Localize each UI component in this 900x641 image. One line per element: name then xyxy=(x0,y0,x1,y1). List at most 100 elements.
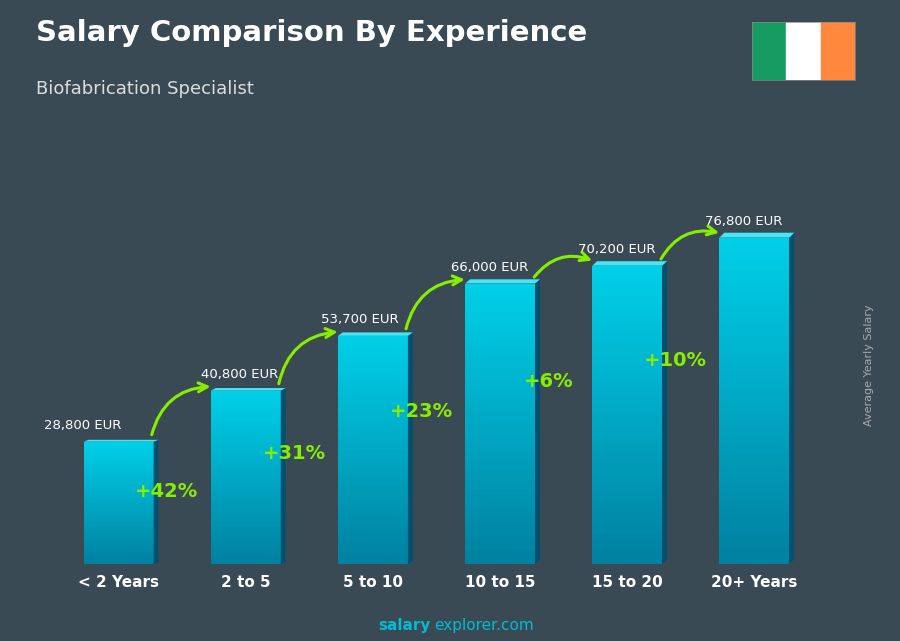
Bar xyxy=(211,478,281,480)
Bar xyxy=(592,559,662,564)
Bar xyxy=(84,501,154,503)
Bar xyxy=(465,428,535,433)
Bar xyxy=(211,535,281,538)
Bar xyxy=(465,541,535,545)
Bar xyxy=(592,265,662,271)
Bar xyxy=(211,520,281,524)
Bar xyxy=(465,387,535,391)
Bar xyxy=(338,362,408,366)
Bar xyxy=(465,354,535,358)
Bar xyxy=(592,276,662,281)
Bar xyxy=(84,558,154,560)
Bar xyxy=(465,545,535,550)
Polygon shape xyxy=(338,333,413,336)
Bar xyxy=(719,379,789,385)
Bar xyxy=(338,526,408,530)
Bar xyxy=(338,469,408,473)
Bar xyxy=(719,385,789,390)
Bar xyxy=(719,243,789,249)
Bar xyxy=(211,549,281,553)
Bar xyxy=(211,405,281,408)
Bar xyxy=(211,492,281,495)
Bar xyxy=(719,401,789,406)
Bar xyxy=(592,310,662,315)
Bar xyxy=(719,450,789,455)
Bar xyxy=(465,456,535,462)
Text: 66,000 EUR: 66,000 EUR xyxy=(451,261,528,274)
Bar xyxy=(338,404,408,408)
Bar xyxy=(592,510,662,514)
Bar xyxy=(719,390,789,395)
Bar xyxy=(592,380,662,385)
Text: +42%: +42% xyxy=(135,482,199,501)
Bar xyxy=(592,460,662,465)
Bar xyxy=(719,483,789,488)
Bar xyxy=(84,499,154,501)
Bar xyxy=(592,290,662,296)
Bar xyxy=(465,349,535,354)
Bar xyxy=(211,390,281,394)
Bar xyxy=(465,424,535,428)
Bar xyxy=(338,438,408,442)
Bar xyxy=(719,314,789,319)
Bar xyxy=(465,419,535,424)
Bar xyxy=(465,508,535,513)
Polygon shape xyxy=(408,333,413,564)
Bar xyxy=(719,439,789,444)
Bar xyxy=(211,417,281,420)
Bar xyxy=(338,431,408,435)
Text: salary: salary xyxy=(378,619,430,633)
Bar xyxy=(592,385,662,390)
Bar xyxy=(465,401,535,405)
Bar xyxy=(211,428,281,431)
Bar xyxy=(338,435,408,438)
Bar xyxy=(211,420,281,422)
Bar xyxy=(465,368,535,372)
Text: explorer.com: explorer.com xyxy=(434,619,534,633)
Bar xyxy=(719,548,789,553)
Bar xyxy=(338,412,408,416)
Bar xyxy=(592,479,662,485)
Bar xyxy=(719,249,789,254)
Bar xyxy=(84,462,154,464)
Bar xyxy=(211,440,281,443)
Bar xyxy=(719,499,789,504)
Polygon shape xyxy=(592,261,667,265)
Bar xyxy=(211,474,281,478)
Bar xyxy=(592,524,662,529)
Bar xyxy=(465,452,535,456)
Bar xyxy=(719,357,789,363)
Bar xyxy=(84,483,154,485)
Bar xyxy=(592,350,662,355)
Bar xyxy=(592,395,662,400)
Bar xyxy=(84,470,154,472)
Bar xyxy=(338,480,408,484)
Bar xyxy=(592,320,662,326)
Bar xyxy=(211,408,281,411)
Bar xyxy=(592,519,662,524)
Bar xyxy=(338,515,408,519)
Bar xyxy=(719,520,789,526)
Bar xyxy=(84,509,154,511)
Bar xyxy=(592,355,662,360)
Bar xyxy=(338,408,408,412)
Bar xyxy=(719,422,789,428)
Bar xyxy=(211,451,281,454)
Bar xyxy=(719,444,789,450)
Bar xyxy=(211,515,281,518)
Bar xyxy=(211,411,281,414)
Bar xyxy=(592,504,662,510)
Polygon shape xyxy=(662,261,667,564)
Text: 53,700 EUR: 53,700 EUR xyxy=(321,313,399,326)
Bar xyxy=(338,488,408,492)
Bar xyxy=(211,449,281,451)
Bar xyxy=(211,518,281,520)
Bar xyxy=(338,397,408,401)
Bar xyxy=(719,428,789,433)
Bar xyxy=(338,522,408,526)
Bar xyxy=(84,490,154,493)
Bar xyxy=(465,340,535,344)
Bar xyxy=(465,499,535,503)
Bar xyxy=(84,478,154,480)
Bar xyxy=(338,385,408,389)
